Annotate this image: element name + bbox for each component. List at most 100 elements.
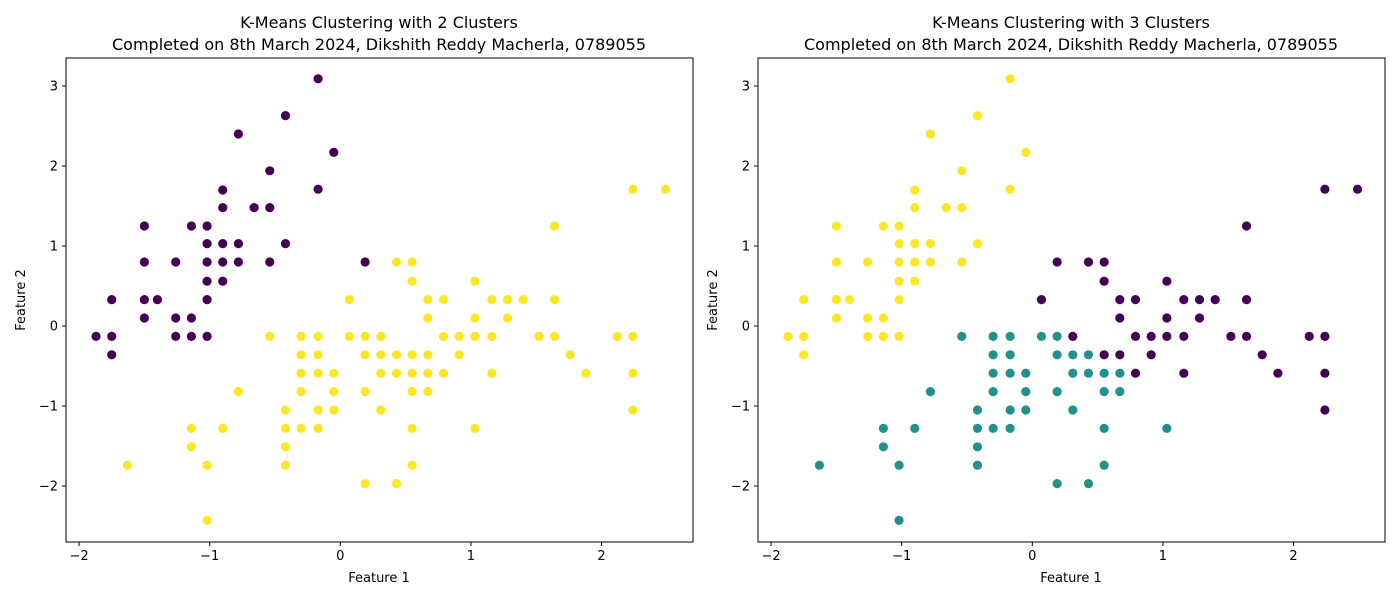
- data-point: [831, 295, 841, 305]
- data-point: [1115, 387, 1125, 397]
- data-point: [233, 387, 244, 397]
- data-point: [957, 331, 967, 341]
- data-point: [470, 423, 480, 433]
- data-point: [628, 405, 638, 415]
- data-point: [202, 515, 212, 526]
- data-point: [1052, 479, 1062, 489]
- y-tick-label: 0: [742, 320, 750, 335]
- y-tick-label: 2: [742, 160, 750, 175]
- data-point: [1068, 368, 1078, 378]
- data-point: [1130, 295, 1141, 305]
- data-point: [972, 423, 983, 433]
- data-point: [391, 368, 402, 378]
- data-point: [470, 331, 480, 341]
- data-point: [1179, 331, 1189, 341]
- data-point: [957, 257, 967, 267]
- data-point: [296, 423, 306, 433]
- data-point: [280, 239, 291, 249]
- plot-area: [65, 57, 694, 543]
- data-point: [218, 185, 228, 195]
- data-point: [1162, 276, 1172, 286]
- data-point: [1021, 147, 1031, 157]
- data-point: [1099, 350, 1109, 360]
- data-point: [280, 111, 291, 121]
- y-tick-label: 3: [742, 80, 750, 95]
- data-point: [628, 331, 638, 341]
- data-point: [957, 166, 967, 176]
- data-point: [565, 350, 575, 360]
- data-point: [783, 331, 793, 341]
- data-point: [799, 350, 809, 360]
- data-point: [1115, 313, 1125, 323]
- data-point: [1320, 184, 1330, 194]
- data-point: [391, 350, 402, 360]
- data-point: [376, 405, 386, 415]
- data-point: [1021, 405, 1031, 415]
- data-point: [1052, 350, 1062, 360]
- data-point: [438, 331, 449, 341]
- data-point: [957, 203, 967, 213]
- data-point: [1146, 331, 1156, 341]
- data-point: [313, 405, 323, 415]
- data-point: [407, 423, 417, 433]
- data-point: [549, 331, 560, 341]
- data-point: [1241, 331, 1252, 341]
- data-point: [1036, 295, 1047, 305]
- data-point: [1241, 221, 1252, 231]
- data-point: [878, 442, 889, 452]
- data-point: [296, 368, 306, 378]
- data-point: [799, 331, 809, 341]
- data-point: [1005, 405, 1015, 415]
- data-point: [1099, 276, 1109, 286]
- data-point: [186, 313, 196, 323]
- x-tick-label: 2: [597, 549, 605, 564]
- data-point: [329, 368, 339, 378]
- data-point: [549, 295, 560, 305]
- data-point: [376, 331, 386, 341]
- data-point: [581, 368, 591, 378]
- data-point: [988, 387, 998, 397]
- data-point: [265, 331, 275, 341]
- data-point: [1005, 331, 1015, 341]
- chart-subtitle: Completed on 8th March 2024, Dikshith Re…: [804, 35, 1338, 54]
- data-point: [628, 368, 638, 378]
- x-tick-label: −1: [892, 549, 911, 564]
- data-point: [218, 423, 228, 433]
- data-point: [249, 203, 259, 213]
- data-point: [1162, 313, 1172, 323]
- data-point: [972, 111, 983, 121]
- data-point: [1194, 313, 1205, 323]
- x-tick-label: −2: [761, 549, 780, 564]
- data-point: [487, 295, 497, 305]
- data-point: [1021, 368, 1031, 378]
- data-point: [925, 387, 936, 397]
- data-point: [171, 313, 181, 323]
- y-tick-label: −2: [731, 480, 750, 495]
- data-point: [202, 460, 212, 470]
- data-point: [107, 295, 117, 305]
- data-point: [438, 295, 449, 305]
- data-point: [344, 295, 355, 305]
- data-point: [265, 257, 275, 267]
- data-point: [612, 331, 622, 341]
- data-point: [1099, 460, 1109, 470]
- data-point: [376, 350, 386, 360]
- data-point: [1179, 368, 1189, 378]
- data-point: [407, 368, 417, 378]
- data-point: [313, 331, 323, 341]
- data-point: [1162, 423, 1172, 433]
- data-point: [407, 276, 417, 286]
- data-point: [218, 203, 228, 213]
- chart-title: K-Means Clustering with 2 Clusters: [240, 13, 518, 32]
- data-point: [831, 257, 841, 267]
- data-point: [1130, 331, 1141, 341]
- data-point: [296, 350, 306, 360]
- data-point: [202, 221, 212, 231]
- y-tick-label: −2: [39, 480, 58, 495]
- data-point: [360, 387, 370, 397]
- data-point: [502, 313, 513, 323]
- data-point: [502, 295, 513, 305]
- data-point: [407, 350, 417, 360]
- data-point: [1226, 331, 1236, 341]
- data-point: [988, 423, 998, 433]
